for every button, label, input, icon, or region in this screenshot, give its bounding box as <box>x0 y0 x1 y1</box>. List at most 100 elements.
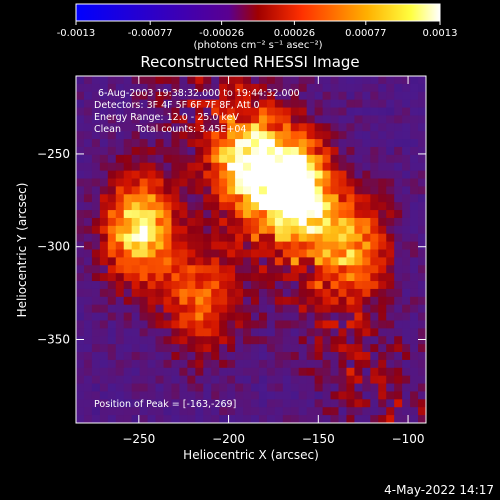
heatmap-cell <box>362 415 371 423</box>
heatmap-cell <box>107 241 117 251</box>
heatmap-cell <box>123 154 133 164</box>
heatmap-cell <box>258 344 268 353</box>
heatmap-cell <box>330 83 340 93</box>
heatmap-cell <box>290 320 300 329</box>
heatmap-cell <box>171 304 181 314</box>
heatmap-cell <box>306 352 316 361</box>
heatmap-cell <box>91 375 101 385</box>
heatmap-cell <box>402 296 411 306</box>
heatmap-cell <box>410 233 419 243</box>
heatmap-cell <box>298 107 308 117</box>
heatmap-cell <box>330 344 340 353</box>
heatmap-cell <box>394 83 403 93</box>
heatmap-cell <box>282 146 292 156</box>
heatmap-cell <box>187 83 196 93</box>
heatmap-cell <box>83 407 93 416</box>
heatmap-cell <box>282 217 292 227</box>
heatmap-cell <box>219 415 228 423</box>
heatmap-cell <box>139 344 149 353</box>
heatmap-cell <box>211 344 220 353</box>
heatmap-cell <box>306 407 316 416</box>
heatmap-cell <box>258 217 268 227</box>
heatmap-cell <box>131 154 141 164</box>
heatmap-cell <box>330 162 340 172</box>
heatmap-cell <box>354 210 363 219</box>
heatmap-cell <box>147 123 157 132</box>
heatmap-cell <box>402 344 411 353</box>
heatmap-cell <box>139 328 149 337</box>
heatmap-cell <box>251 328 260 337</box>
heatmap-cell <box>251 154 260 164</box>
heatmap-cell <box>163 257 173 266</box>
heatmap-cell <box>258 154 268 164</box>
heatmap-cell <box>107 170 117 180</box>
heatmap-cell <box>187 241 196 251</box>
heatmap-cell <box>139 407 149 416</box>
heatmap-cell <box>83 352 93 361</box>
heatmap-cell <box>402 304 411 314</box>
heatmap-cell <box>282 359 292 369</box>
heatmap-cell <box>386 99 395 109</box>
heatmap-cell <box>131 344 141 353</box>
heatmap-cell <box>394 131 403 140</box>
heatmap-cell <box>235 194 244 203</box>
heatmap-cell <box>322 249 332 258</box>
heatmap-cell <box>227 304 236 314</box>
heatmap-cell <box>107 281 117 290</box>
heatmap-cell <box>290 146 300 156</box>
heatmap-cell <box>227 257 236 266</box>
heatmap-cell <box>314 241 324 251</box>
heatmap-cell <box>306 399 316 408</box>
heatmap-cell <box>346 288 356 298</box>
heatmap-cell <box>139 304 149 314</box>
heatmap-cell <box>243 312 252 322</box>
heatmap-cell <box>362 312 371 322</box>
heatmap-cell <box>290 123 300 132</box>
heatmap-cell <box>290 367 300 377</box>
heatmap-cell <box>346 328 356 337</box>
heatmap-cell <box>243 336 252 345</box>
heatmap-cell <box>131 241 141 251</box>
heatmap-cell <box>243 146 252 156</box>
heatmap-cell <box>203 233 212 243</box>
heatmap-cell <box>410 202 419 211</box>
heatmap-cell <box>402 328 411 337</box>
heatmap-cell <box>330 265 340 274</box>
heatmap-cell <box>123 288 133 298</box>
heatmap-cell <box>298 83 308 93</box>
heatmap-cell <box>235 249 244 258</box>
heatmap-cell <box>83 233 93 243</box>
heatmap-cell <box>107 139 117 148</box>
heatmap-cell <box>179 225 188 235</box>
heatmap-cell <box>131 336 141 345</box>
heatmap-cell <box>370 367 379 377</box>
heatmap-cell <box>274 186 284 195</box>
heatmap-cell <box>322 281 332 290</box>
heatmap-cell <box>314 186 324 195</box>
heatmap-cell <box>362 146 371 156</box>
heatmap-cell <box>330 194 340 203</box>
heatmap-cell <box>402 83 411 93</box>
heatmap-cell <box>290 107 300 117</box>
heatmap-cell <box>322 202 332 211</box>
heatmap-cell <box>115 210 125 219</box>
heatmap-cell <box>187 281 196 290</box>
heatmap-cell <box>251 415 260 423</box>
heatmap-cell <box>282 186 292 195</box>
heatmap-cell <box>203 170 212 180</box>
heatmap-cell <box>322 383 332 393</box>
heatmap-cell <box>306 281 316 290</box>
heatmap-cell <box>171 178 181 188</box>
heatmap-cell <box>346 217 356 227</box>
heatmap-cell <box>155 99 165 109</box>
heatmap-cell <box>155 91 165 101</box>
heatmap-cell <box>266 344 276 353</box>
heatmap-cell <box>147 162 157 172</box>
heatmap-cell <box>290 162 300 172</box>
heatmap-cell <box>290 352 300 361</box>
heatmap-cell <box>258 194 268 203</box>
heatmap-cell <box>243 391 252 400</box>
heatmap-cell <box>410 281 419 290</box>
heatmap-cell <box>107 415 117 423</box>
heatmap-cell <box>227 99 236 109</box>
